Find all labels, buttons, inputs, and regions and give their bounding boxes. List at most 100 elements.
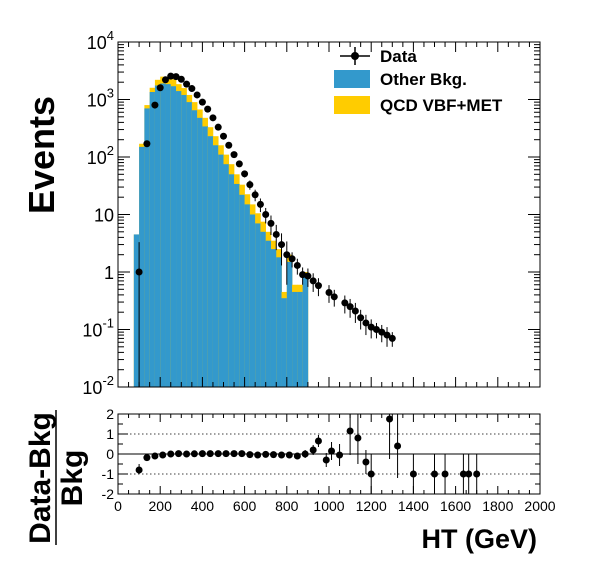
ratio-y-tick-label: -1 bbox=[102, 466, 115, 482]
ratio-y-axis-title-numerator: Data-Bkg bbox=[24, 412, 57, 544]
ratio-point bbox=[294, 453, 301, 460]
legend-label-qcd: QCD VBF+MET bbox=[380, 96, 503, 115]
ratio-point bbox=[143, 454, 150, 461]
data-point bbox=[225, 142, 232, 149]
data-point bbox=[136, 269, 143, 276]
ratio-x-tick-label: 2000 bbox=[524, 498, 555, 514]
data-point bbox=[257, 201, 264, 208]
data-point bbox=[304, 273, 311, 280]
bar-other-bkg bbox=[245, 204, 251, 387]
data-point bbox=[252, 191, 259, 198]
ratio-point bbox=[167, 451, 174, 458]
ratio-point bbox=[246, 451, 253, 458]
ratio-point bbox=[302, 451, 309, 458]
ratio-x-tick-label: 1400 bbox=[398, 498, 429, 514]
data-point bbox=[262, 211, 269, 218]
x-axis-title: HT (GeV) bbox=[421, 524, 537, 554]
ratio-x-tick-label: 1800 bbox=[482, 498, 513, 514]
data-point bbox=[188, 85, 195, 92]
ratio-point bbox=[175, 450, 182, 457]
bar-other-bkg bbox=[303, 276, 309, 387]
data-point bbox=[246, 181, 253, 188]
ratio-point bbox=[465, 471, 472, 478]
ratio-point bbox=[199, 450, 206, 457]
ratio-point bbox=[136, 467, 143, 474]
ratio-x-tick-label: 0 bbox=[114, 498, 122, 514]
data-point bbox=[352, 307, 359, 314]
data-point bbox=[294, 262, 301, 269]
data-point bbox=[178, 76, 185, 83]
ratio-point bbox=[207, 450, 214, 457]
bar-other-bkg bbox=[213, 145, 219, 387]
ratio-x-tick-label: 200 bbox=[149, 498, 173, 514]
ratio-point bbox=[410, 471, 417, 478]
data-point bbox=[278, 241, 285, 248]
data-point bbox=[143, 140, 150, 147]
ratio-point bbox=[223, 450, 230, 457]
bar-other-bkg bbox=[224, 164, 230, 387]
bar-other-bkg bbox=[202, 126, 208, 387]
bar-other-bkg bbox=[292, 292, 298, 387]
ratio-point bbox=[368, 471, 375, 478]
bar-other-bkg bbox=[150, 92, 156, 387]
bar-other-bkg bbox=[282, 298, 288, 387]
data-point bbox=[151, 102, 158, 109]
bar-other-bkg bbox=[192, 110, 198, 387]
bar-other-bkg bbox=[287, 262, 293, 387]
data-point bbox=[267, 220, 274, 227]
bar-other-bkg bbox=[297, 292, 303, 387]
data-point bbox=[209, 114, 216, 121]
ratio-y-tick-label: 2 bbox=[106, 406, 114, 422]
ratio-y-axis-title-denominator: Bkg bbox=[56, 450, 89, 507]
legend-data-marker bbox=[351, 52, 359, 60]
data-point bbox=[357, 314, 364, 321]
legend-swatch-other-bkg bbox=[334, 70, 370, 88]
ratio-point bbox=[315, 438, 322, 445]
ratio-point bbox=[328, 448, 335, 455]
bar-other-bkg bbox=[165, 84, 171, 387]
data-point bbox=[199, 99, 206, 106]
ratio-point bbox=[323, 457, 330, 464]
bar-other-bkg bbox=[234, 184, 240, 387]
ratio-point bbox=[394, 443, 401, 450]
bar-other-bkg bbox=[271, 249, 277, 387]
bar-other-bkg bbox=[155, 86, 161, 387]
ratio-x-tick-label: 400 bbox=[191, 498, 215, 514]
bar-other-bkg bbox=[160, 83, 166, 387]
data-point bbox=[157, 84, 164, 91]
main-y-axis-title: Events bbox=[21, 96, 62, 214]
data-point bbox=[231, 151, 238, 158]
ratio-y-tick-label: -2 bbox=[102, 486, 115, 502]
data-point bbox=[215, 124, 222, 131]
bar-other-bkg bbox=[134, 234, 140, 387]
bar-other-bkg bbox=[229, 174, 235, 387]
ratio-point bbox=[183, 451, 190, 458]
bar-other-bkg bbox=[266, 241, 272, 387]
legend-label-data: Data bbox=[380, 47, 417, 66]
ratio-point bbox=[270, 451, 277, 458]
ratio-point bbox=[231, 450, 238, 457]
bar-other-bkg bbox=[255, 223, 261, 387]
ratio-y-tick-label: 0 bbox=[106, 446, 114, 462]
ratio-point bbox=[362, 459, 369, 466]
data-point bbox=[194, 91, 201, 98]
bar-other-bkg bbox=[239, 195, 245, 387]
data-point bbox=[310, 277, 317, 284]
bar-other-bkg bbox=[187, 102, 193, 387]
ratio-y-tick-label: 1 bbox=[106, 426, 114, 442]
ratio-x-tick-label: 1000 bbox=[313, 498, 344, 514]
data-point bbox=[204, 106, 211, 113]
data-point bbox=[236, 160, 243, 167]
ratio-point bbox=[191, 450, 198, 457]
legend-label-other-bkg: Other Bkg. bbox=[380, 70, 467, 89]
ratio-point bbox=[347, 428, 354, 435]
ratio-point bbox=[310, 447, 317, 454]
ratio-point bbox=[262, 451, 269, 458]
bar-other-bkg bbox=[260, 232, 266, 387]
ratio-point bbox=[254, 452, 261, 459]
legend-swatch-qcd bbox=[334, 96, 370, 114]
ratio-point bbox=[473, 471, 480, 478]
data-point bbox=[331, 293, 338, 300]
data-point bbox=[241, 170, 248, 177]
bar-other-bkg bbox=[218, 155, 224, 387]
